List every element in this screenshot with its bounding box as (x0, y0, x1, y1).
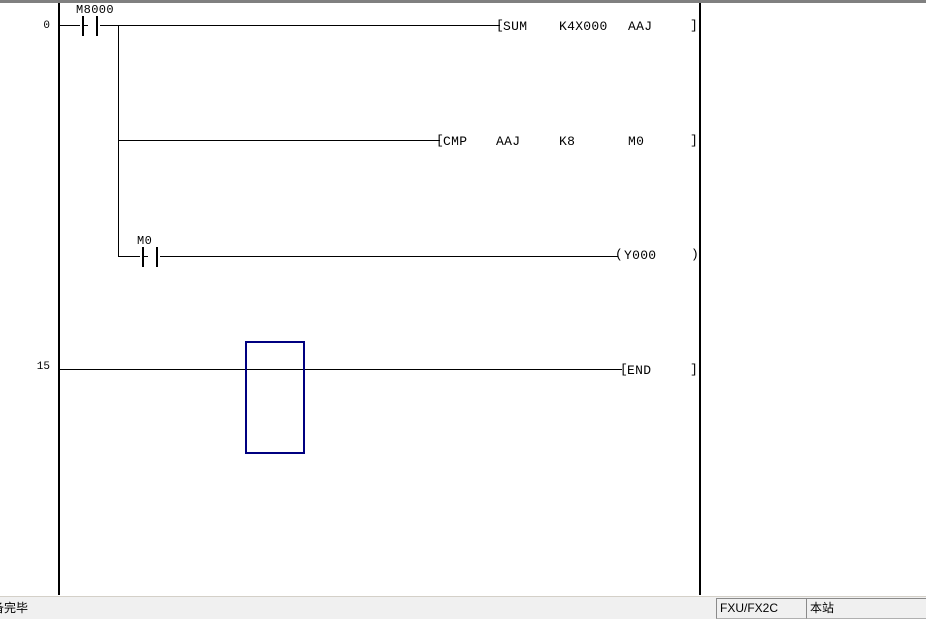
rung0-instruction-close-bracket: ] (690, 18, 698, 33)
rung3-instruction-mnemonic[interactable]: END (627, 363, 652, 378)
rung1-instruction-mnemonic[interactable]: CMP (443, 134, 468, 149)
rung0-contact-m8000[interactable] (78, 16, 104, 36)
rung0-instruction-mnemonic[interactable]: SUM (503, 19, 528, 34)
rung0-instruction-open-bracket: [ (496, 18, 504, 33)
rung1-instruction-operand-2[interactable]: K8 (559, 134, 576, 149)
rung1-instruction-close-bracket: ] (690, 133, 698, 148)
step-number-0: 0 (43, 20, 50, 32)
rung1-instruction-operand-3[interactable]: M0 (628, 134, 645, 149)
rung0-wire-contact-to-instruction (100, 25, 500, 26)
rung2-coil-device[interactable]: Y000 (624, 248, 657, 263)
rung2-wire-contact-inner (142, 256, 148, 257)
rung0-instruction-operand-1[interactable]: K4X000 (559, 19, 608, 34)
right-power-rail (699, 3, 701, 595)
status-bar: 备完毕 FXU/FX2C 本站 (0, 595, 926, 619)
status-message: 备完毕 (0, 601, 29, 615)
step-number-15: 15 (36, 361, 50, 373)
rung1-instruction-operand-1[interactable]: AAJ (496, 134, 521, 149)
contact-bar-left (142, 247, 144, 267)
rung2-contact-m0[interactable] (138, 247, 164, 267)
rung0-wire-rail-to-contact (58, 25, 80, 26)
left-power-rail (58, 3, 60, 595)
contact-bar-left (82, 16, 84, 36)
edit-cursor-box[interactable] (245, 341, 305, 454)
rung2-contact-label: M0 (137, 234, 153, 248)
rung3-instruction-open-bracket: [ (620, 362, 628, 377)
rung3-instruction-close-bracket: ] (690, 362, 698, 377)
status-plc-type: FXU/FX2C (716, 598, 809, 619)
contact-bar-right (96, 16, 98, 36)
rung0-contact-label: M8000 (76, 3, 115, 17)
rung2-coil-open-paren: ( (615, 247, 623, 262)
contact-bar-right (156, 247, 158, 267)
rung2-wire-contact-to-coil (160, 256, 618, 257)
rung2-coil-close-paren: ) (691, 247, 699, 262)
rung0-wire-contact-inner (82, 25, 88, 26)
status-station: 本站 (806, 598, 926, 619)
rung2-wire-branch-to-contact (118, 256, 140, 257)
branch-vertical-link (118, 25, 119, 257)
rung1-wire-branch-to-instruction (118, 140, 440, 141)
rung1-instruction-open-bracket: [ (436, 133, 444, 148)
window-chrome-strip (0, 0, 926, 3)
rung3-wire-rail-to-end (58, 369, 622, 370)
ladder-diagram-canvas[interactable]: 0 15 M8000 [ SUM K4X000 AAJ ] [ CMP AAJ … (0, 3, 926, 595)
rung0-instruction-operand-2[interactable]: AAJ (628, 19, 653, 34)
